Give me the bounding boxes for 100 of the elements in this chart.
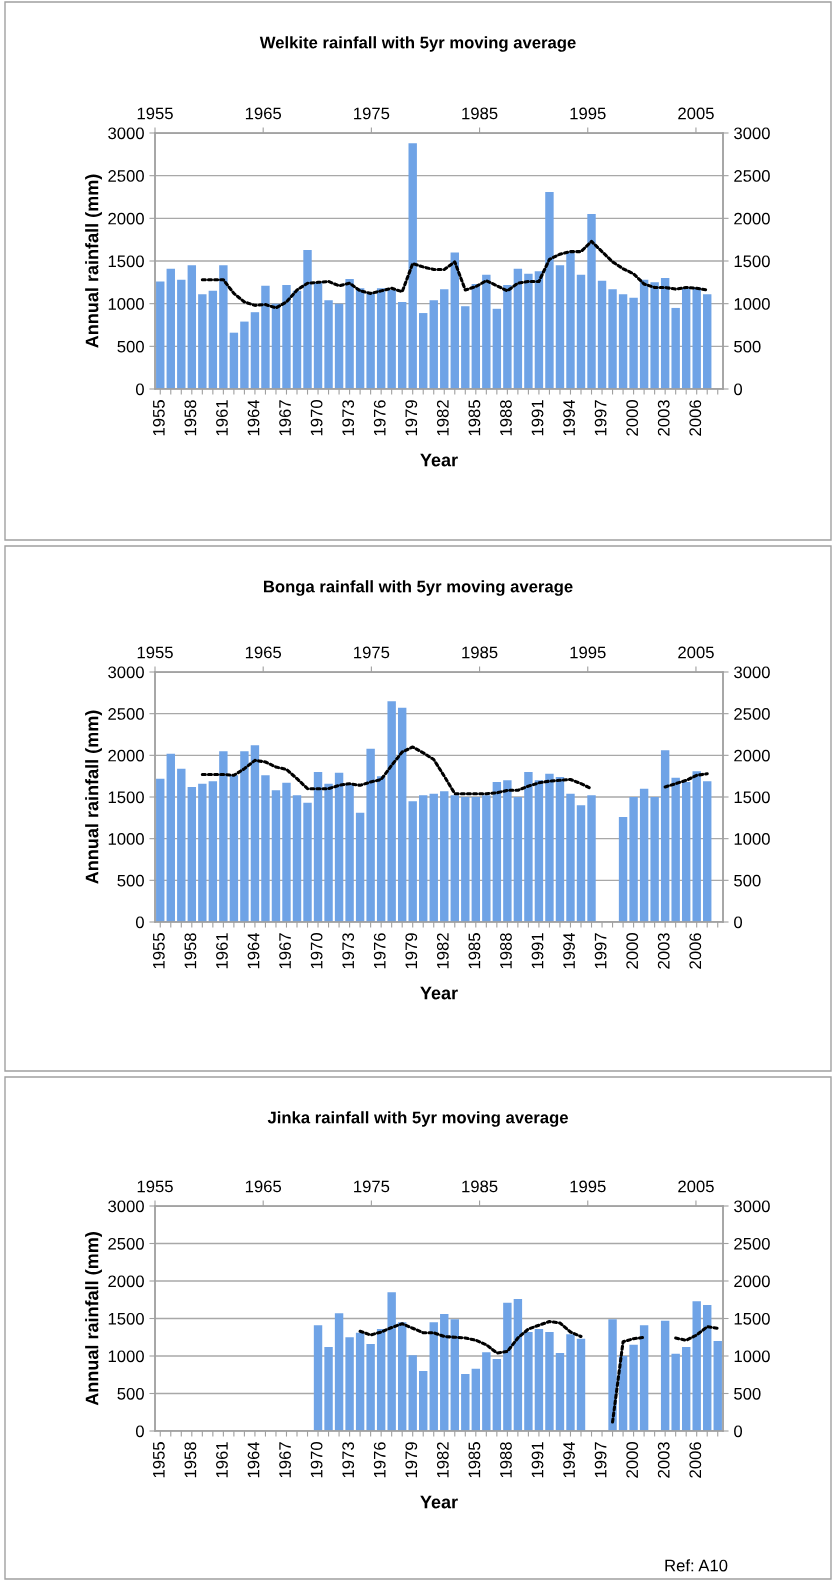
bar [292, 795, 302, 922]
bar [461, 306, 470, 389]
x-tick-label: 1985 [468, 933, 481, 969]
bar [681, 1347, 691, 1431]
bar [492, 308, 502, 389]
x2-tick-label: 1985 [462, 107, 498, 120]
y2-tick-label: 2500 [734, 1237, 770, 1250]
x-tick-label: 1964 [247, 932, 260, 969]
x-tick-label: 2003 [657, 1442, 670, 1478]
bar [534, 1329, 544, 1431]
bar [313, 282, 323, 389]
y2-tick-label: 1000 [734, 1350, 770, 1363]
bar [503, 284, 512, 389]
bar [303, 249, 312, 389]
y2-tick-label: 0 [734, 383, 743, 396]
bar [387, 290, 396, 389]
x-tick-label: 1967 [279, 1442, 291, 1478]
bar [639, 279, 649, 389]
x-tick-label: 1973 [342, 1442, 355, 1478]
bar [250, 745, 260, 922]
bar [345, 278, 354, 389]
bar [576, 274, 586, 389]
x-tick-label: 2006 [689, 1442, 702, 1478]
y2-tick-label: 2000 [734, 749, 770, 762]
y2-tick-label: 3000 [734, 666, 770, 679]
bar [440, 289, 449, 389]
bar [376, 1329, 386, 1431]
bar [366, 1344, 375, 1431]
bar [534, 271, 544, 389]
bar [419, 313, 428, 389]
x-tick-label: 2003 [657, 400, 670, 436]
bar [366, 293, 375, 389]
bar [250, 312, 260, 389]
bar [492, 782, 502, 922]
bar [524, 1332, 533, 1431]
y-tick-label: 500 [117, 874, 144, 887]
bar [618, 817, 628, 922]
bar [397, 707, 407, 922]
y-tick-label: 1500 [108, 791, 144, 804]
y2-tick-label: 2000 [734, 1275, 770, 1288]
bar [555, 1353, 565, 1431]
y-tick-label: 3000 [108, 127, 144, 140]
bar [545, 191, 554, 389]
bar [198, 783, 207, 922]
y-axis-title: Annual rainfall (mm) [85, 174, 102, 348]
bar [387, 1292, 396, 1431]
y2-tick-label: 3000 [734, 127, 770, 140]
y-tick-label: 3000 [108, 1200, 144, 1213]
x-tick-label: 1970 [310, 400, 323, 436]
x-tick-label: 1970 [310, 1442, 323, 1478]
bar [671, 307, 680, 389]
bar [376, 288, 386, 389]
x2-tick-label: 1955 [137, 646, 173, 659]
x-tick-label: 1961 [216, 933, 228, 969]
bar [482, 795, 491, 922]
y-axis-title: Annual rainfall (mm) [85, 710, 102, 884]
y-tick-label: 2000 [108, 1275, 144, 1288]
x-tick-label: 1955 [152, 1442, 165, 1478]
bar [271, 790, 281, 922]
bar [324, 783, 333, 922]
x-tick-label: 1979 [405, 933, 418, 969]
bar [471, 284, 481, 389]
x-tick-label: 2003 [657, 933, 670, 969]
x2-tick-label: 1995 [570, 107, 606, 120]
bar [282, 284, 291, 389]
x2-tick-label: 1965 [245, 1180, 282, 1193]
bar [629, 297, 638, 389]
bar [461, 797, 470, 922]
bar [324, 300, 333, 389]
bar [555, 265, 565, 389]
bar [240, 321, 249, 389]
bar [524, 273, 533, 389]
y2-tick-label: 1000 [734, 298, 770, 310]
y-tick-label: 2500 [108, 1237, 144, 1250]
x-tick-label: 1988 [500, 933, 512, 969]
bar [587, 795, 596, 922]
bar [156, 778, 165, 922]
y2-tick-label: 1000 [734, 833, 770, 845]
x-tick-label: 1994 [563, 399, 575, 436]
y-tick-label: 2000 [108, 749, 144, 762]
bar [397, 301, 407, 389]
x-tick-label: 1991 [531, 1442, 544, 1478]
x-tick-label: 1958 [184, 933, 197, 969]
bar [345, 783, 354, 922]
bar [240, 751, 249, 922]
bar [450, 252, 459, 389]
x-tick-label: 2000 [626, 933, 639, 969]
bar [355, 812, 365, 922]
y-tick-label: 1500 [108, 1312, 144, 1325]
bar [355, 1332, 365, 1431]
bar [261, 285, 270, 389]
y-tick-label: 3000 [108, 666, 144, 679]
bar [513, 268, 523, 389]
x-tick-label: 1991 [531, 933, 544, 969]
y-tick-label: 1000 [108, 1350, 144, 1363]
bar [419, 1371, 428, 1431]
y2-tick-label: 3000 [734, 1200, 770, 1213]
bar [629, 797, 638, 922]
bar [166, 268, 175, 389]
x-tick-label: 1976 [373, 1442, 386, 1478]
